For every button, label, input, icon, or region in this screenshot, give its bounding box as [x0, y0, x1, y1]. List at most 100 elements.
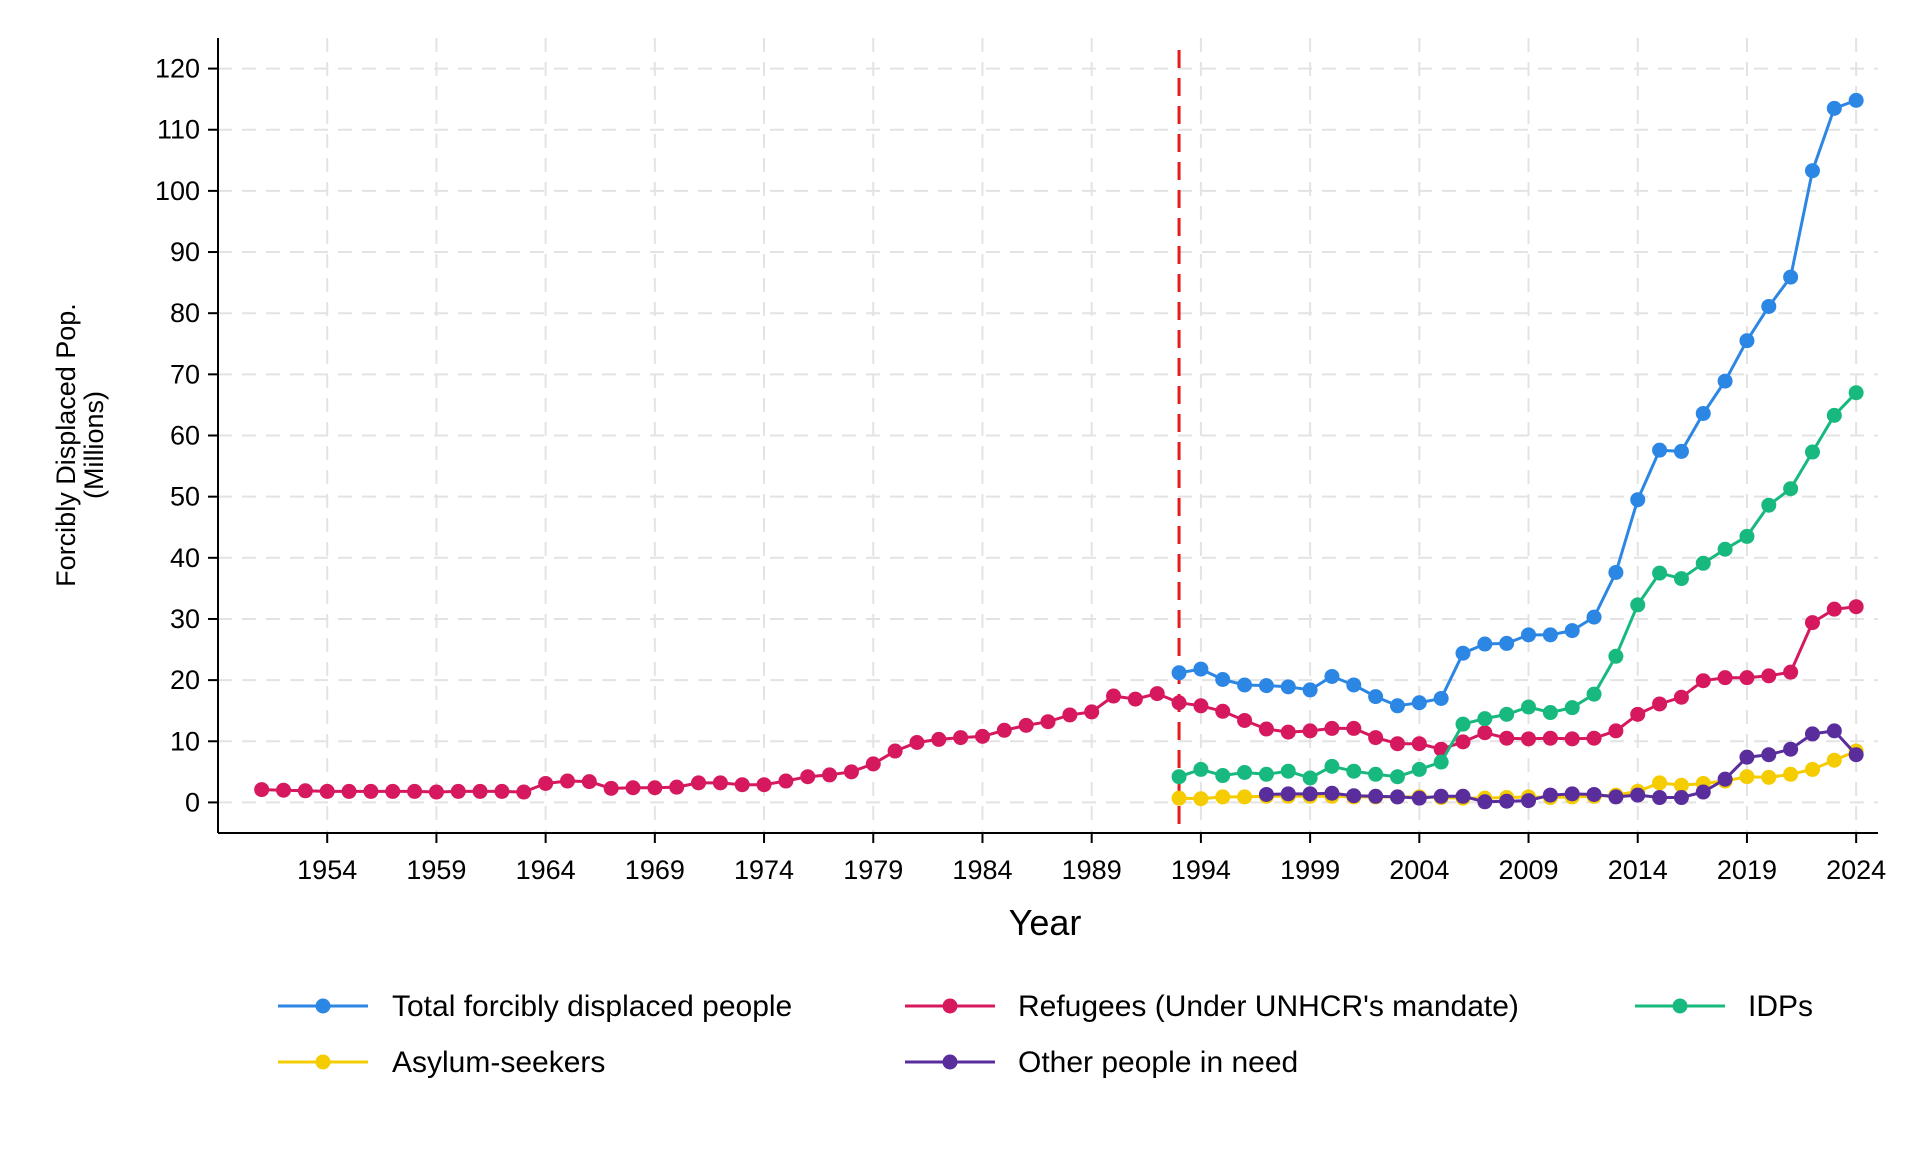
y-tick-label: 40 — [170, 543, 200, 573]
data-point — [1717, 541, 1733, 557]
data-point — [1084, 704, 1100, 720]
data-point — [1804, 761, 1820, 777]
data-point — [1761, 769, 1777, 785]
data-point — [1149, 686, 1165, 702]
data-point — [1062, 707, 1078, 723]
legend-swatch-marker — [1672, 998, 1688, 1014]
series-layer — [254, 92, 1864, 810]
data-point — [1389, 769, 1405, 785]
y-tick-label: 110 — [157, 115, 200, 145]
series-asylum-seekers — [1171, 743, 1864, 807]
data-point — [1477, 636, 1493, 652]
data-point — [538, 775, 554, 791]
data-point — [1826, 407, 1842, 423]
x-tick-label: 1989 — [1062, 855, 1122, 885]
legend-item: Refugees (Under UNHCR's mandate) — [905, 990, 1519, 1023]
data-point — [909, 734, 925, 750]
data-point — [1608, 648, 1624, 664]
y-tick-label: 10 — [170, 726, 200, 756]
data-point — [319, 783, 335, 799]
data-point — [1171, 695, 1187, 711]
data-point — [1433, 690, 1449, 706]
data-point — [341, 783, 357, 799]
data-point — [1280, 724, 1296, 740]
series-line — [261, 605, 1857, 794]
x-tick-label: 1974 — [734, 855, 794, 885]
data-point — [1106, 688, 1122, 704]
data-point — [1455, 734, 1471, 750]
data-point — [603, 780, 619, 796]
data-point — [1564, 731, 1580, 747]
data-point — [1346, 763, 1362, 779]
data-point — [1302, 770, 1318, 786]
data-point — [1411, 695, 1427, 711]
data-point — [1739, 749, 1755, 765]
series-refugees-under-unhcr-s-mandate — [254, 599, 1864, 800]
legend: Total forcibly displaced people Refugees … — [278, 990, 1813, 1079]
data-point — [1499, 793, 1515, 809]
data-point — [1237, 789, 1253, 805]
data-point — [1171, 665, 1187, 681]
x-tick-label: 1964 — [516, 855, 576, 885]
data-point — [1302, 723, 1318, 739]
y-tick-label: 70 — [170, 359, 200, 389]
data-point — [1258, 766, 1274, 782]
data-point — [1215, 789, 1231, 805]
data-point — [822, 767, 838, 783]
data-point — [1673, 777, 1689, 793]
data-point — [1280, 786, 1296, 802]
data-point — [1368, 689, 1384, 705]
data-point — [1804, 615, 1820, 631]
data-point — [1673, 443, 1689, 459]
data-point — [1499, 730, 1515, 746]
x-tick-label: 2009 — [1498, 855, 1558, 885]
data-point — [1586, 786, 1602, 802]
data-point — [1826, 752, 1842, 768]
data-point — [1237, 677, 1253, 693]
data-point — [1804, 444, 1820, 460]
x-tick-label: 1999 — [1280, 855, 1340, 885]
data-point — [1411, 790, 1427, 806]
data-point — [1477, 711, 1493, 727]
data-point — [1542, 787, 1558, 803]
data-point — [1739, 670, 1755, 686]
x-tick-label: 1994 — [1171, 855, 1231, 885]
legend-item: Asylum-seekers — [278, 1046, 605, 1079]
x-tick-label: 2019 — [1717, 855, 1777, 885]
legend-swatch-marker — [315, 1054, 331, 1070]
data-point — [1608, 723, 1624, 739]
data-point — [1586, 609, 1602, 625]
data-point — [1652, 775, 1668, 791]
data-point — [450, 783, 466, 799]
data-point — [1630, 787, 1646, 803]
data-point — [1630, 492, 1646, 508]
data-point — [1324, 668, 1340, 684]
data-point — [254, 782, 270, 798]
data-point — [1608, 564, 1624, 580]
data-point — [800, 769, 816, 785]
data-point — [1521, 699, 1537, 715]
data-point — [1761, 298, 1777, 314]
data-point — [1652, 442, 1668, 458]
data-point — [1739, 333, 1755, 349]
data-point — [1673, 689, 1689, 705]
data-point — [1389, 789, 1405, 805]
series-idps — [1171, 385, 1864, 786]
data-point — [1499, 706, 1515, 722]
legend-label: Other people in need — [1018, 1046, 1298, 1079]
data-point — [647, 780, 663, 796]
data-point — [1193, 761, 1209, 777]
data-point — [1324, 720, 1340, 736]
x-tick-label: 2024 — [1826, 855, 1886, 885]
data-point — [974, 728, 990, 744]
y-tick-label: 30 — [170, 604, 200, 634]
data-point — [1652, 790, 1668, 806]
data-point — [1455, 716, 1471, 732]
data-point — [996, 722, 1012, 738]
y-tick-label: 50 — [170, 482, 200, 512]
data-point — [1783, 766, 1799, 782]
data-point — [1280, 763, 1296, 779]
data-point — [865, 756, 881, 772]
data-point — [1783, 269, 1799, 285]
